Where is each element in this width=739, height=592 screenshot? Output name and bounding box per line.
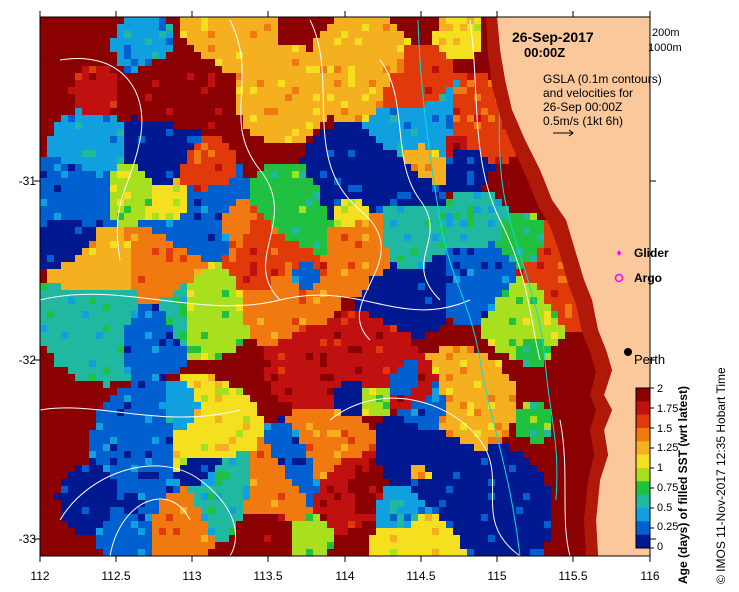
coastal-fringe [486,17,612,556]
colorbar-swatch [636,508,650,522]
colorbar-title: Age (days) of filled SST (wrt latest) [676,385,690,584]
y-tick-label: -31 [18,174,36,188]
legend-glider-label: Glider [634,246,669,260]
colorbar-swatch [636,534,650,549]
colorbar-tick-label: 1 [657,462,664,474]
colorbar-swatch [636,481,650,496]
scale-label-200m: 200m [652,27,680,39]
sst-age-pixels [40,17,600,556]
x-tick-label: 114 [335,569,355,583]
colorbar-tick-label: 1.25 [657,442,679,454]
map-date: 26-Sep-2017 [512,29,594,45]
credit-text: © IMOS 11-Nov-2017 12:35 Hobart Time [714,367,728,584]
colorbar-tick-label: 1.5 [657,423,673,435]
velocity-note-line-1: GSLA (0.1m contours) [543,72,662,86]
x-tick-label: 116 [640,569,660,583]
velocity-note-line-3: 26-Sep 00:00Z [543,100,623,114]
land-mass [497,17,650,556]
axis-ticks [34,11,656,562]
glider-marker: ♦ [616,248,621,259]
colorbar-tick-label: 2 [657,383,664,395]
colorbar-swatch [636,441,650,456]
perth-marker [624,348,632,356]
colorbar-tick-label: 1.75 [657,403,679,415]
colorbar-swatch [636,468,650,482]
x-tick-label: 112.5 [101,569,131,583]
colorbar-tick-label: 0.75 [657,482,679,494]
colorbar-swatch [636,401,650,416]
colorbar-swatch [636,521,650,536]
x-tick-label: 115.5 [558,569,588,583]
x-tick-label: 115 [487,569,507,583]
velocity-note-line-2: and velocities for [543,86,634,100]
argo-marker [614,273,624,283]
velocity-note-line-4: 0.5m/s (1kt 6h) [543,114,624,128]
x-tick-label: 112 [30,569,50,583]
colorbar-swatch [636,388,650,402]
x-tick-label: 114.5 [406,569,436,583]
scale-label-1000m: 1000m [648,42,682,54]
x-tick-label: 113.5 [253,569,283,583]
colorbar-swatch [636,428,650,442]
perth-label: Perth [634,352,666,367]
legend-argo-label: Argo [634,271,662,285]
x-tick-label: 113 [182,569,202,583]
gsla-contours [40,19,571,556]
colorbar-swatch [636,494,650,509]
colorbar-tick-label: 0.5 [657,502,673,514]
colorbar-tick-label: 0 [657,541,664,553]
y-tick-label: -33 [18,532,36,546]
y-tick-label: -32 [18,353,36,367]
map-time: 00:00Z [524,45,566,60]
colorbar-tick-label: 0.25 [657,521,679,533]
colorbar-swatch [636,414,650,429]
colorbar-swatch [636,454,650,469]
colorbar [635,387,654,549]
